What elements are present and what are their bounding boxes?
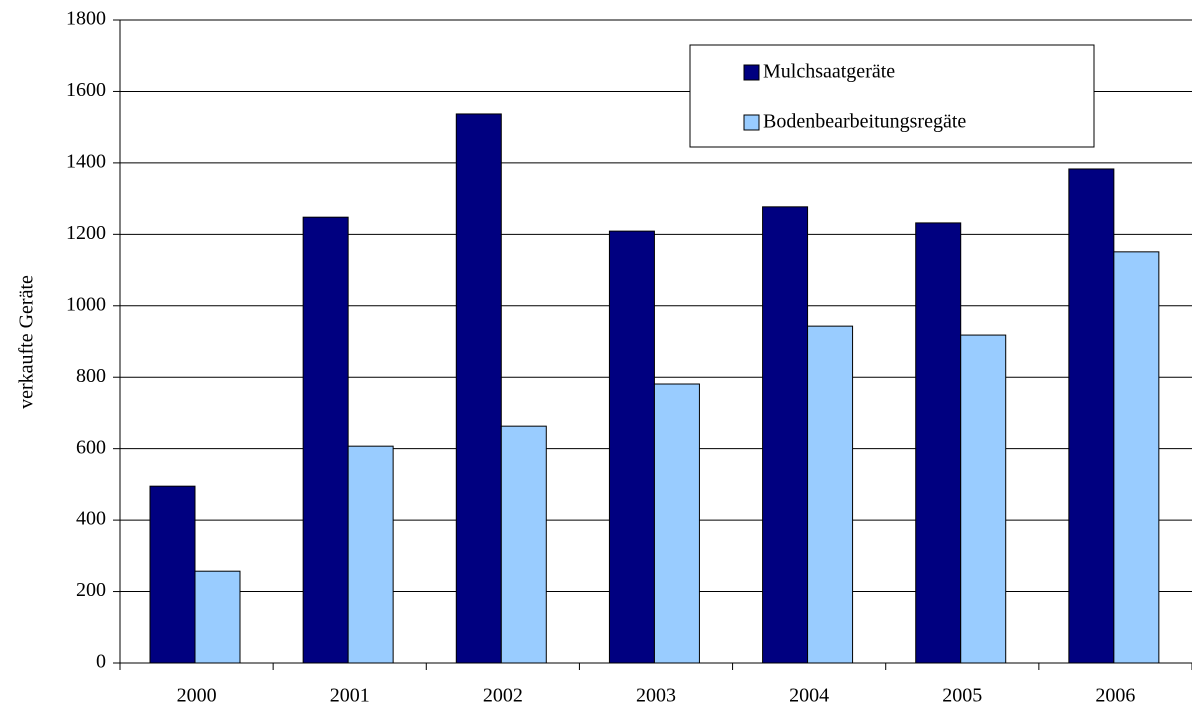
legend-swatch xyxy=(743,114,760,131)
bar xyxy=(302,216,349,664)
bar xyxy=(807,325,854,664)
y-tick-label: 1200 xyxy=(66,222,106,244)
y-axis-label: verkaufte Geräte xyxy=(16,275,38,409)
y-tick-label: 200 xyxy=(76,579,106,601)
x-tick-label: 2006 xyxy=(1095,685,1135,707)
bar xyxy=(149,485,196,664)
x-tick-label: 2003 xyxy=(636,685,676,707)
x-tick-label: 2001 xyxy=(330,685,370,707)
y-tick-label: 400 xyxy=(76,508,106,530)
bar xyxy=(653,383,700,664)
y-tick-label: 0 xyxy=(96,651,106,673)
legend-label: Mulchsaatgeräte xyxy=(763,61,895,83)
legend-label: Bodenbearbeitungsregäte xyxy=(763,111,966,133)
legend-swatch xyxy=(743,64,760,81)
y-tick-label: 1400 xyxy=(66,150,106,172)
y-tick-label: 600 xyxy=(76,436,106,458)
x-tick-label: 2004 xyxy=(789,685,829,707)
y-tick-label: 800 xyxy=(76,365,106,387)
x-tick-label: 2002 xyxy=(483,685,523,707)
bar xyxy=(1068,168,1115,664)
bar xyxy=(500,425,547,664)
bar xyxy=(762,206,809,664)
bar xyxy=(455,113,502,664)
bar xyxy=(194,570,241,664)
bar xyxy=(347,445,394,664)
y-tick-label: 1800 xyxy=(66,8,106,30)
x-tick-label: 2000 xyxy=(177,685,217,707)
y-tick-label: 1600 xyxy=(66,79,106,101)
y-tick-label: 1000 xyxy=(66,293,106,315)
bar xyxy=(608,230,655,664)
bar xyxy=(960,334,1007,664)
bar xyxy=(915,222,962,664)
x-tick-label: 2005 xyxy=(942,685,982,707)
bar xyxy=(1113,251,1160,664)
